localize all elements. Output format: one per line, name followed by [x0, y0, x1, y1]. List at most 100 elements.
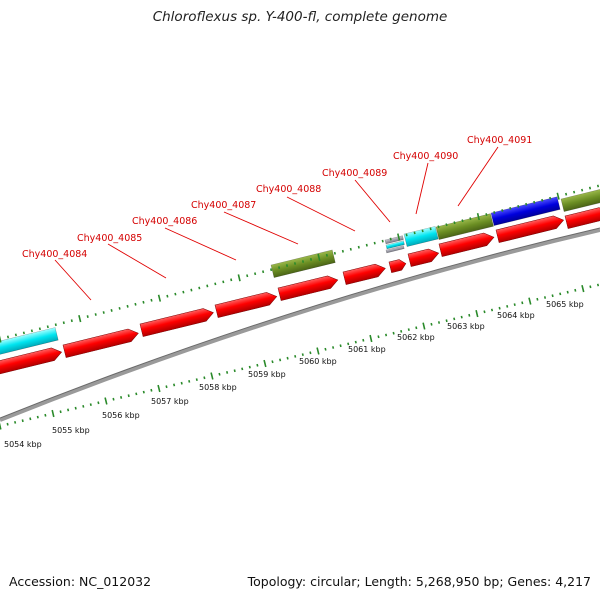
- kbp-label: 5061 kbp: [348, 345, 386, 354]
- lower-tick: [400, 330, 403, 333]
- lower-tick: [385, 333, 388, 337]
- lower-tick: [294, 355, 297, 358]
- upper-tick: [437, 225, 440, 229]
- upper-tick: [301, 260, 305, 263]
- upper-tick: [246, 274, 249, 278]
- cds-arrow: [214, 292, 278, 318]
- lower-tick: [483, 310, 486, 314]
- lower-tick: [173, 383, 176, 387]
- upper-tick: [46, 325, 49, 329]
- lower-tick: [430, 322, 433, 326]
- map-title: Chloroflexus sp. Y-400-fl, complete geno…: [152, 9, 448, 25]
- lower-tick: [241, 367, 244, 371]
- lower-tick: [445, 319, 448, 323]
- lower-tick: [392, 331, 395, 335]
- upper-tick: [118, 307, 121, 310]
- kbp-label: 5062 kbp: [397, 333, 435, 342]
- kbp-label: 5064 kbp: [497, 311, 535, 320]
- cyan-feature: [0, 327, 59, 356]
- lower-tick: [362, 338, 365, 342]
- upper-tick: [293, 262, 297, 265]
- lower-tick: [506, 305, 509, 308]
- lower-tick: [263, 359, 267, 368]
- upper-tick: [413, 231, 416, 235]
- lower-tick: [589, 285, 592, 289]
- cds-arrow: [0, 347, 63, 375]
- upper-tick: [214, 282, 217, 286]
- lower-tick: [112, 397, 115, 401]
- lower-tick: [536, 297, 539, 301]
- lower-tick: [475, 310, 479, 318]
- lower-tick: [324, 347, 327, 351]
- label-leader-lines: [54, 146, 499, 301]
- upper-tick: [453, 221, 456, 225]
- lower-tick: [369, 334, 373, 343]
- cyan-feature: [403, 226, 439, 247]
- upper-tick: [573, 190, 576, 194]
- cds-arrow: [438, 232, 495, 257]
- upper-tick: [476, 213, 480, 221]
- cds-arrow: [342, 263, 386, 285]
- upper-tick: [469, 217, 472, 221]
- upper-tick: [397, 233, 401, 241]
- upper-tick: [381, 239, 384, 243]
- upper-tick: [325, 253, 328, 257]
- gene-leader-line: [223, 211, 299, 245]
- gene-leader-line: [54, 259, 92, 301]
- gene-label: Chy400_4088: [256, 184, 321, 195]
- upper-tick: [110, 309, 113, 312]
- lower-tick: [188, 380, 191, 383]
- gene-label: Chy400_4084: [22, 249, 87, 260]
- upper-tick: [182, 290, 185, 294]
- upper-tick: [421, 229, 424, 233]
- upper-tick: [565, 192, 568, 196]
- upper-tick: [556, 192, 560, 200]
- upper-tick: [333, 251, 336, 255]
- upper-tick: [341, 249, 344, 253]
- upper-tick: [54, 323, 57, 327]
- lower-tick: [256, 363, 259, 367]
- lower-tick: [543, 296, 547, 299]
- lower-tick: [347, 342, 350, 346]
- upper-tick: [373, 241, 376, 245]
- upper-tick: [517, 205, 520, 208]
- kbp-label: 5057 kbp: [151, 397, 189, 406]
- genome-backbone: [0, 228, 600, 422]
- upper-tick: [278, 266, 281, 269]
- lower-tick: [377, 335, 380, 339]
- gene-label-group: Chy400_4084 Chy400_4085 Chy400_4086 Chy400_…: [22, 135, 532, 260]
- upper-tick: [94, 313, 97, 316]
- upper-tick: [0, 335, 2, 343]
- lower-tick: [271, 360, 274, 364]
- gene-leader-line: [415, 162, 429, 215]
- lower-tick: [460, 315, 463, 319]
- lower-tick: [14, 421, 17, 424]
- upper-tick: [237, 274, 241, 282]
- lower-tick: [422, 322, 426, 330]
- lower-tick: [513, 303, 516, 306]
- kbp-label: 5054 kbp: [4, 440, 42, 449]
- upper-tick: [309, 258, 313, 261]
- olive-feature: [270, 249, 336, 278]
- upper-tick: [134, 302, 137, 306]
- lower-tick: [210, 372, 214, 380]
- gene-label: Chy400_4091: [467, 135, 532, 146]
- lower-tick: [559, 292, 562, 296]
- lower-tick: [521, 301, 524, 305]
- gene-label: Chy400_4087: [191, 200, 256, 211]
- lower-tick: [67, 408, 70, 412]
- lower-tick: [36, 415, 39, 419]
- lower-tick: [29, 417, 32, 421]
- upper-tick: [174, 292, 177, 296]
- upper-tick: [581, 188, 584, 192]
- blue-feature: [490, 196, 561, 226]
- upper-tick: [493, 211, 496, 214]
- upper-tick: [222, 280, 225, 284]
- upper-tick: [285, 264, 289, 267]
- upper-tick: [588, 186, 592, 190]
- upper-tick: [166, 294, 169, 298]
- cds-arrow: [564, 207, 600, 229]
- upper-tick: [38, 327, 41, 331]
- gene-label: Chy400_4089: [322, 168, 387, 179]
- gene-leader-line: [286, 196, 356, 232]
